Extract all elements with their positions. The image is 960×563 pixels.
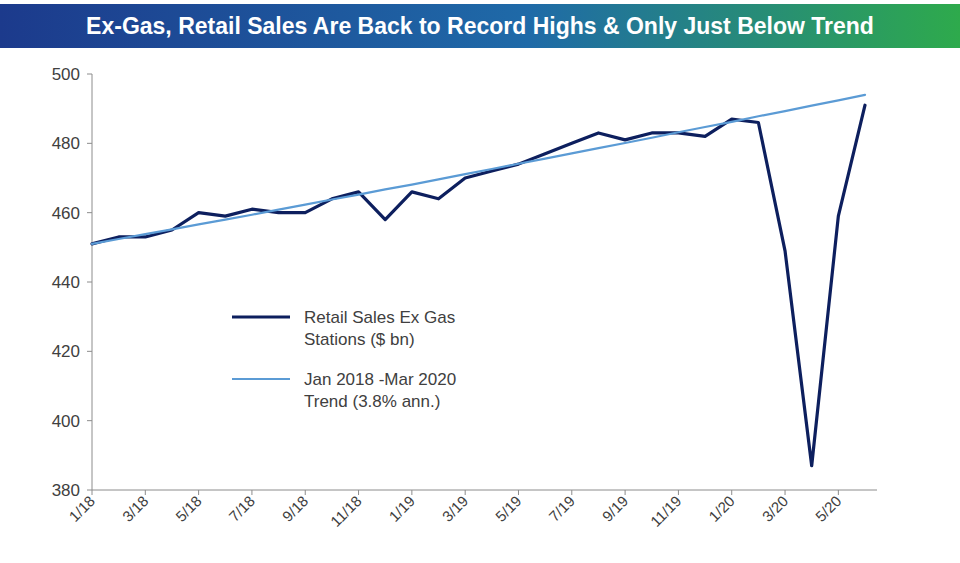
x-tick bbox=[465, 490, 466, 495]
y-tick-label: 440 bbox=[52, 273, 80, 292]
x-tick-label: 9/19 bbox=[599, 492, 632, 525]
legend-label: Jan 2018 -Mar 2020Trend (3.8% ann.) bbox=[304, 370, 456, 411]
chart: Ex-Gas, Retail Sales Are Back to Record … bbox=[0, 0, 960, 563]
y-tick bbox=[87, 351, 92, 352]
x-tick-label: 3/19 bbox=[439, 492, 472, 525]
x-tick-label: 5/18 bbox=[172, 492, 205, 525]
series-line bbox=[92, 95, 865, 244]
title-banner bbox=[0, 4, 960, 48]
x-tick-label: 9/18 bbox=[279, 492, 312, 525]
x-tick-label: 1/18 bbox=[65, 492, 98, 525]
y-tick-label: 460 bbox=[52, 204, 80, 223]
x-tick bbox=[678, 490, 679, 495]
x-axis bbox=[92, 490, 877, 491]
x-tick-label: 5/20 bbox=[812, 492, 845, 525]
x-tick bbox=[305, 490, 306, 495]
y-axis bbox=[92, 74, 93, 490]
y-tick-label: 400 bbox=[52, 412, 80, 431]
x-tick-label: 7/19 bbox=[545, 492, 578, 525]
y-tick bbox=[87, 282, 92, 283]
x-tick-label: 11/19 bbox=[647, 492, 685, 530]
y-tick bbox=[87, 420, 92, 421]
x-tick-label: 5/19 bbox=[492, 492, 525, 525]
y-tick bbox=[87, 490, 92, 491]
x-tick bbox=[571, 490, 572, 495]
x-tick-label: 3/20 bbox=[758, 492, 791, 525]
x-tick bbox=[731, 490, 732, 495]
x-tick bbox=[145, 490, 146, 495]
y-tick-label: 420 bbox=[52, 342, 80, 361]
y-tick-label: 380 bbox=[52, 481, 80, 500]
x-tick bbox=[92, 490, 93, 495]
plot-lines bbox=[92, 95, 865, 466]
legend-swatch bbox=[232, 378, 290, 380]
x-tick bbox=[358, 490, 359, 495]
legend-label: Retail Sales Ex GasStations ($ bn) bbox=[304, 308, 455, 349]
y-tick bbox=[87, 143, 92, 144]
y-tick-label: 480 bbox=[52, 134, 80, 153]
x-tick bbox=[411, 490, 412, 495]
x-tick bbox=[785, 490, 786, 495]
series-line bbox=[92, 105, 865, 466]
x-tick-label: 7/18 bbox=[225, 492, 258, 525]
x-tick-label: 3/18 bbox=[119, 492, 152, 525]
title: Ex-Gas, Retail Sales Are Back to Record … bbox=[86, 13, 874, 39]
x-tick-label: 1/19 bbox=[385, 492, 418, 525]
x-tick-label: 11/18 bbox=[327, 492, 365, 530]
legend-swatch bbox=[232, 315, 290, 318]
x-tick bbox=[198, 490, 199, 495]
x-tick bbox=[838, 490, 839, 495]
y-tick bbox=[87, 212, 92, 213]
y-tick-label: 500 bbox=[52, 65, 80, 84]
x-tick-label: 1/20 bbox=[705, 492, 738, 525]
y-tick bbox=[87, 74, 92, 75]
x-tick bbox=[518, 490, 519, 495]
x-tick bbox=[251, 490, 252, 495]
x-tick bbox=[625, 490, 626, 495]
